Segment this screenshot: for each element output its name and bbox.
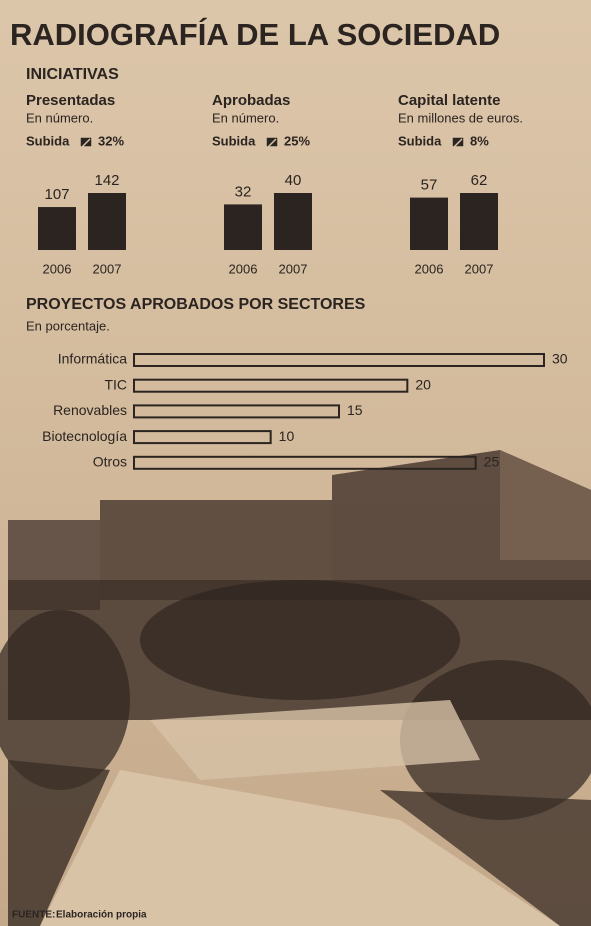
source-label: FUENTE: bbox=[12, 910, 55, 921]
chart-title: Capital latente bbox=[398, 92, 501, 109]
infographic: RADIOGRAFÍA DE LA SOCIEDAD INICIATIVAS F… bbox=[0, 0, 591, 926]
change: 32% bbox=[98, 133, 124, 148]
arrow-icon bbox=[452, 137, 464, 147]
value-label: 62 bbox=[471, 172, 488, 189]
section-title: INICIATIVAS bbox=[26, 66, 119, 83]
y-tick-label: Otros bbox=[93, 454, 127, 470]
chart-subtitle: En número. bbox=[26, 110, 93, 125]
value-label: 107 bbox=[44, 186, 69, 203]
photo bbox=[0, 450, 591, 926]
chart-subtitle: En porcentaje. bbox=[26, 318, 110, 333]
value-label: 30 bbox=[552, 351, 568, 367]
arrow-icon bbox=[80, 137, 92, 147]
change: 25% bbox=[284, 133, 310, 148]
value-label: 25 bbox=[484, 454, 500, 470]
bar bbox=[460, 193, 498, 250]
value-label: 32 bbox=[235, 183, 252, 200]
x-tick-label: 2006 bbox=[229, 261, 258, 276]
chart-subtitle: En número. bbox=[212, 110, 279, 125]
value-label: 15 bbox=[347, 402, 363, 418]
page: RADIOGRAFÍA DE LA SOCIEDAD INICIATIVAS F… bbox=[0, 0, 591, 926]
arrow-icon bbox=[266, 137, 278, 147]
y-tick-label: Informática bbox=[58, 351, 127, 367]
change: 8% bbox=[470, 133, 489, 148]
chart-title: PROYECTOS APROBADOS POR SECTORES bbox=[26, 296, 366, 313]
annotation: Subida bbox=[212, 133, 256, 148]
chart-subtitle: En millones de euros. bbox=[398, 110, 523, 125]
annotation: Subida bbox=[398, 133, 442, 148]
bar bbox=[224, 204, 262, 250]
chart-title: Aprobadas bbox=[212, 92, 290, 109]
source: Elaboración propia bbox=[56, 910, 147, 921]
x-tick-label: 2007 bbox=[93, 261, 122, 276]
main-title: RADIOGRAFÍA DE LA SOCIEDAD bbox=[10, 17, 500, 52]
value-label: 57 bbox=[421, 177, 438, 194]
y-tick-label: TIC bbox=[104, 376, 127, 392]
x-tick-label: 2006 bbox=[415, 261, 444, 276]
annotation: Subida bbox=[26, 133, 70, 148]
value-label: 142 bbox=[94, 172, 119, 189]
bar bbox=[274, 193, 312, 250]
bar bbox=[88, 193, 126, 250]
x-tick-label: 2007 bbox=[279, 261, 308, 276]
bar bbox=[410, 198, 448, 250]
y-tick-label: Renovables bbox=[53, 402, 127, 418]
x-tick-label: 2007 bbox=[465, 261, 494, 276]
value-label: 40 bbox=[285, 172, 302, 189]
bar bbox=[38, 207, 76, 250]
y-tick-label: Biotecnología bbox=[42, 428, 127, 444]
value-label: 20 bbox=[415, 376, 431, 392]
chart-title: Presentadas bbox=[26, 92, 115, 109]
value-label: 10 bbox=[279, 428, 295, 444]
x-tick-label: 2006 bbox=[43, 261, 72, 276]
